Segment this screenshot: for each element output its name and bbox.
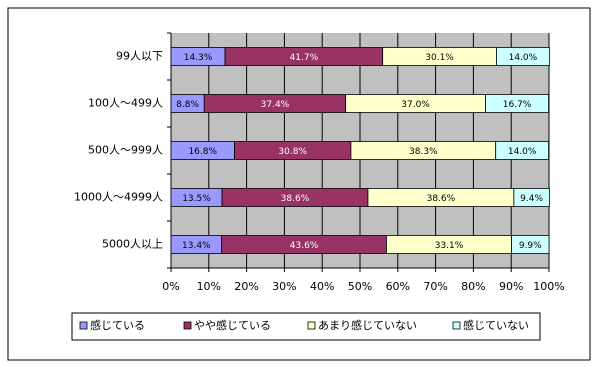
data-label: 43.6% [290,241,319,251]
y-tick-label: 500人～999人 [88,144,163,157]
legend-label: 感じていない [463,319,529,332]
bar-segment [485,94,550,113]
legend-swatch [452,321,461,330]
x-tick-label: 20% [234,280,258,293]
x-tick-label: 50% [348,280,372,293]
legend-label: 感じている [90,319,145,332]
y-tick-label: 5000人以上 [102,238,163,251]
x-tick-label: 10% [197,280,221,293]
data-label: 9.4% [520,194,543,204]
bar-segment [495,141,550,160]
data-label: 37.4% [261,100,290,110]
bar-segment [511,235,550,254]
data-label: 14.0% [508,147,537,157]
data-label: 38.6% [281,194,310,204]
data-label: 13.5% [182,194,211,204]
data-label: 33.1% [435,241,464,251]
legend-swatch [307,321,316,330]
bar-segment [496,47,550,66]
legend-label: やや感じている [194,319,271,332]
data-label: 30.8% [278,147,307,157]
data-label: 37.0% [401,100,430,110]
y-tick-label: 100人～499人 [88,97,163,110]
data-label: 14.0% [509,53,538,63]
data-label: 41.7% [290,53,319,63]
legend-swatch [183,321,192,330]
legend-label: あまり感じていない [318,319,417,332]
data-label: 38.6% [427,194,456,204]
y-tick-label: 1000人～4999人 [74,191,163,204]
legend-box [71,312,541,341]
x-tick-label: 30% [272,280,296,293]
x-tick-label: 0% [162,280,179,293]
x-tick-label: 90% [499,280,523,293]
x-tick-label: 40% [310,280,334,293]
data-label: 30.1% [425,53,454,63]
y-tick-label: 99人以下 [116,50,163,63]
data-label: 13.4% [182,241,211,251]
x-tick-label: 60% [386,280,410,293]
data-label: 16.8% [188,147,217,157]
data-label: 14.3% [184,53,213,63]
data-label: 16.7% [503,100,532,110]
data-label: 38.3% [409,147,438,157]
bar-segment [513,188,550,207]
data-label: 9.9% [519,241,542,251]
legend-swatch [79,321,88,330]
x-tick-label: 70% [423,280,447,293]
x-tick-label: 80% [461,280,485,293]
data-label: 8.8% [176,100,199,110]
x-tick-label: 100% [533,280,564,293]
